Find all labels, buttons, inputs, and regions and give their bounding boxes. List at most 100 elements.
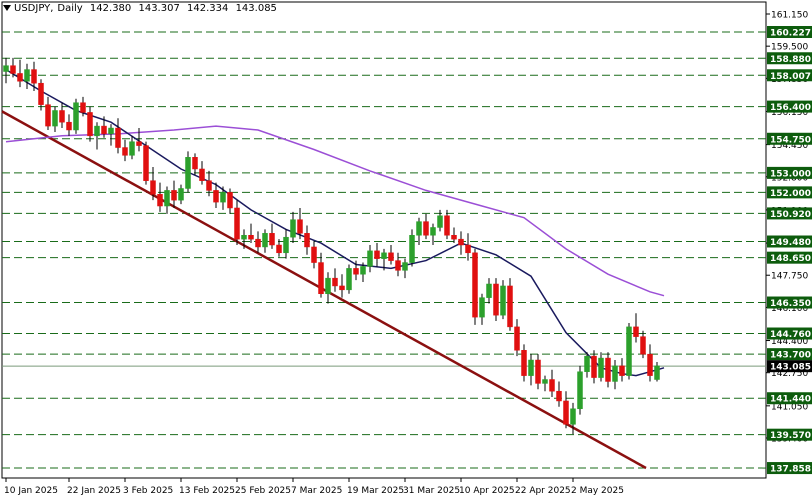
y-tick-label: 156.150 — [771, 108, 808, 118]
level-label-box — [767, 25, 812, 38]
candle-body — [479, 297, 485, 318]
timeframe-label: Daily — [57, 3, 83, 14]
level-label: 141.440 — [770, 395, 811, 405]
level-label: 148.650 — [770, 254, 811, 264]
level-label: 158.880 — [770, 55, 811, 65]
candle-body — [17, 73, 23, 82]
y-tick-label: 144.400 — [771, 337, 808, 347]
candle-body — [283, 236, 289, 254]
candle-body — [38, 82, 44, 105]
level-label-box — [767, 69, 812, 82]
level-label-box — [767, 100, 812, 113]
candle-body — [185, 157, 191, 189]
candle-body — [374, 250, 380, 259]
level-label-box — [767, 235, 812, 248]
candle-body — [52, 110, 58, 127]
level-label: 150.920 — [770, 210, 811, 220]
level-label: 137.858 — [770, 465, 811, 475]
level-label-box — [767, 52, 812, 65]
level-label-box — [767, 251, 812, 264]
candle-body — [164, 190, 170, 207]
candle-body — [304, 233, 310, 248]
candle-body — [437, 215, 443, 228]
candle-body — [353, 268, 359, 275]
candle-body — [563, 400, 569, 425]
candle-body — [640, 336, 646, 355]
candle-body — [45, 104, 51, 127]
candle-body — [332, 277, 338, 287]
candle-body — [381, 252, 387, 259]
candle-body — [94, 125, 100, 137]
ma-fast-line — [5, 68, 665, 377]
ohlc-low: 142.334 — [187, 3, 229, 14]
x-tick-label: 25 Feb 2025 — [235, 486, 291, 496]
y-tick-label: 142.750 — [771, 369, 808, 379]
candle-body — [143, 145, 149, 181]
candle-body — [220, 192, 226, 203]
candle-body — [409, 235, 415, 263]
candle-body — [430, 227, 436, 236]
ma-slow-line — [5, 125, 665, 297]
candle-body — [465, 244, 471, 254]
candle-body — [262, 233, 268, 248]
candle-body — [227, 192, 233, 209]
candle-body — [192, 157, 198, 170]
current-price-box — [767, 360, 812, 373]
candle-body — [290, 219, 296, 238]
level-label: 143.700 — [770, 351, 811, 361]
level-label: 146.350 — [770, 299, 811, 309]
candle-body — [591, 355, 597, 378]
candle-body — [507, 285, 513, 328]
level-label: 154.750 — [770, 135, 811, 145]
candle-body — [549, 379, 555, 392]
candle-body — [570, 408, 576, 425]
x-tick-label: 2 May 2025 — [571, 486, 624, 496]
candle-body — [388, 252, 394, 261]
level-label: 153.000 — [770, 169, 811, 179]
candle-body — [535, 359, 541, 384]
x-tick-label: 22 Jan 2025 — [67, 486, 121, 496]
trendline — [1, 110, 647, 470]
level-label: 160.227 — [770, 28, 811, 38]
candle-body — [80, 102, 86, 113]
y-tick-label: 159.500 — [771, 43, 808, 53]
candle-body — [605, 357, 611, 382]
candle-body — [311, 246, 317, 263]
candle-body — [472, 252, 478, 318]
candle-body — [493, 283, 499, 316]
chart-header: USDJPY, Daily 142.380 143.307 142.334 143… — [3, 3, 281, 14]
candle-body — [206, 180, 212, 191]
level-label: 144.760 — [770, 330, 811, 340]
level-label-box — [767, 166, 812, 179]
candle-body — [367, 250, 373, 267]
candle-body — [416, 221, 422, 236]
candle-body — [150, 180, 156, 195]
level-label-box — [767, 348, 812, 361]
candle-body — [339, 285, 345, 291]
level-label: 152.000 — [770, 189, 811, 199]
level-label-box — [767, 327, 812, 340]
candle-body — [647, 353, 653, 376]
x-tick-label: 13 Feb 2025 — [179, 486, 235, 496]
level-label-box — [767, 186, 812, 199]
candle-body — [213, 190, 219, 203]
level-label-box — [767, 462, 812, 475]
candle-body — [115, 127, 121, 148]
candle-body — [458, 238, 464, 246]
x-tick-label: 3 Feb 2025 — [123, 486, 173, 496]
candle-body — [276, 244, 282, 254]
candle-body — [24, 69, 30, 82]
candle-body — [402, 262, 408, 271]
level-label: 158.007 — [770, 72, 811, 82]
candle-body — [598, 357, 604, 378]
candle-body — [10, 65, 16, 74]
level-label-box — [767, 207, 812, 220]
collapse-triangle-icon[interactable] — [3, 5, 11, 11]
candle-body — [108, 127, 114, 135]
candle-body — [395, 260, 401, 271]
current-price-label: 143.085 — [770, 363, 811, 373]
candle-body — [633, 326, 639, 337]
candle-body — [241, 235, 247, 240]
ohlc-open: 142.380 — [89, 3, 132, 14]
